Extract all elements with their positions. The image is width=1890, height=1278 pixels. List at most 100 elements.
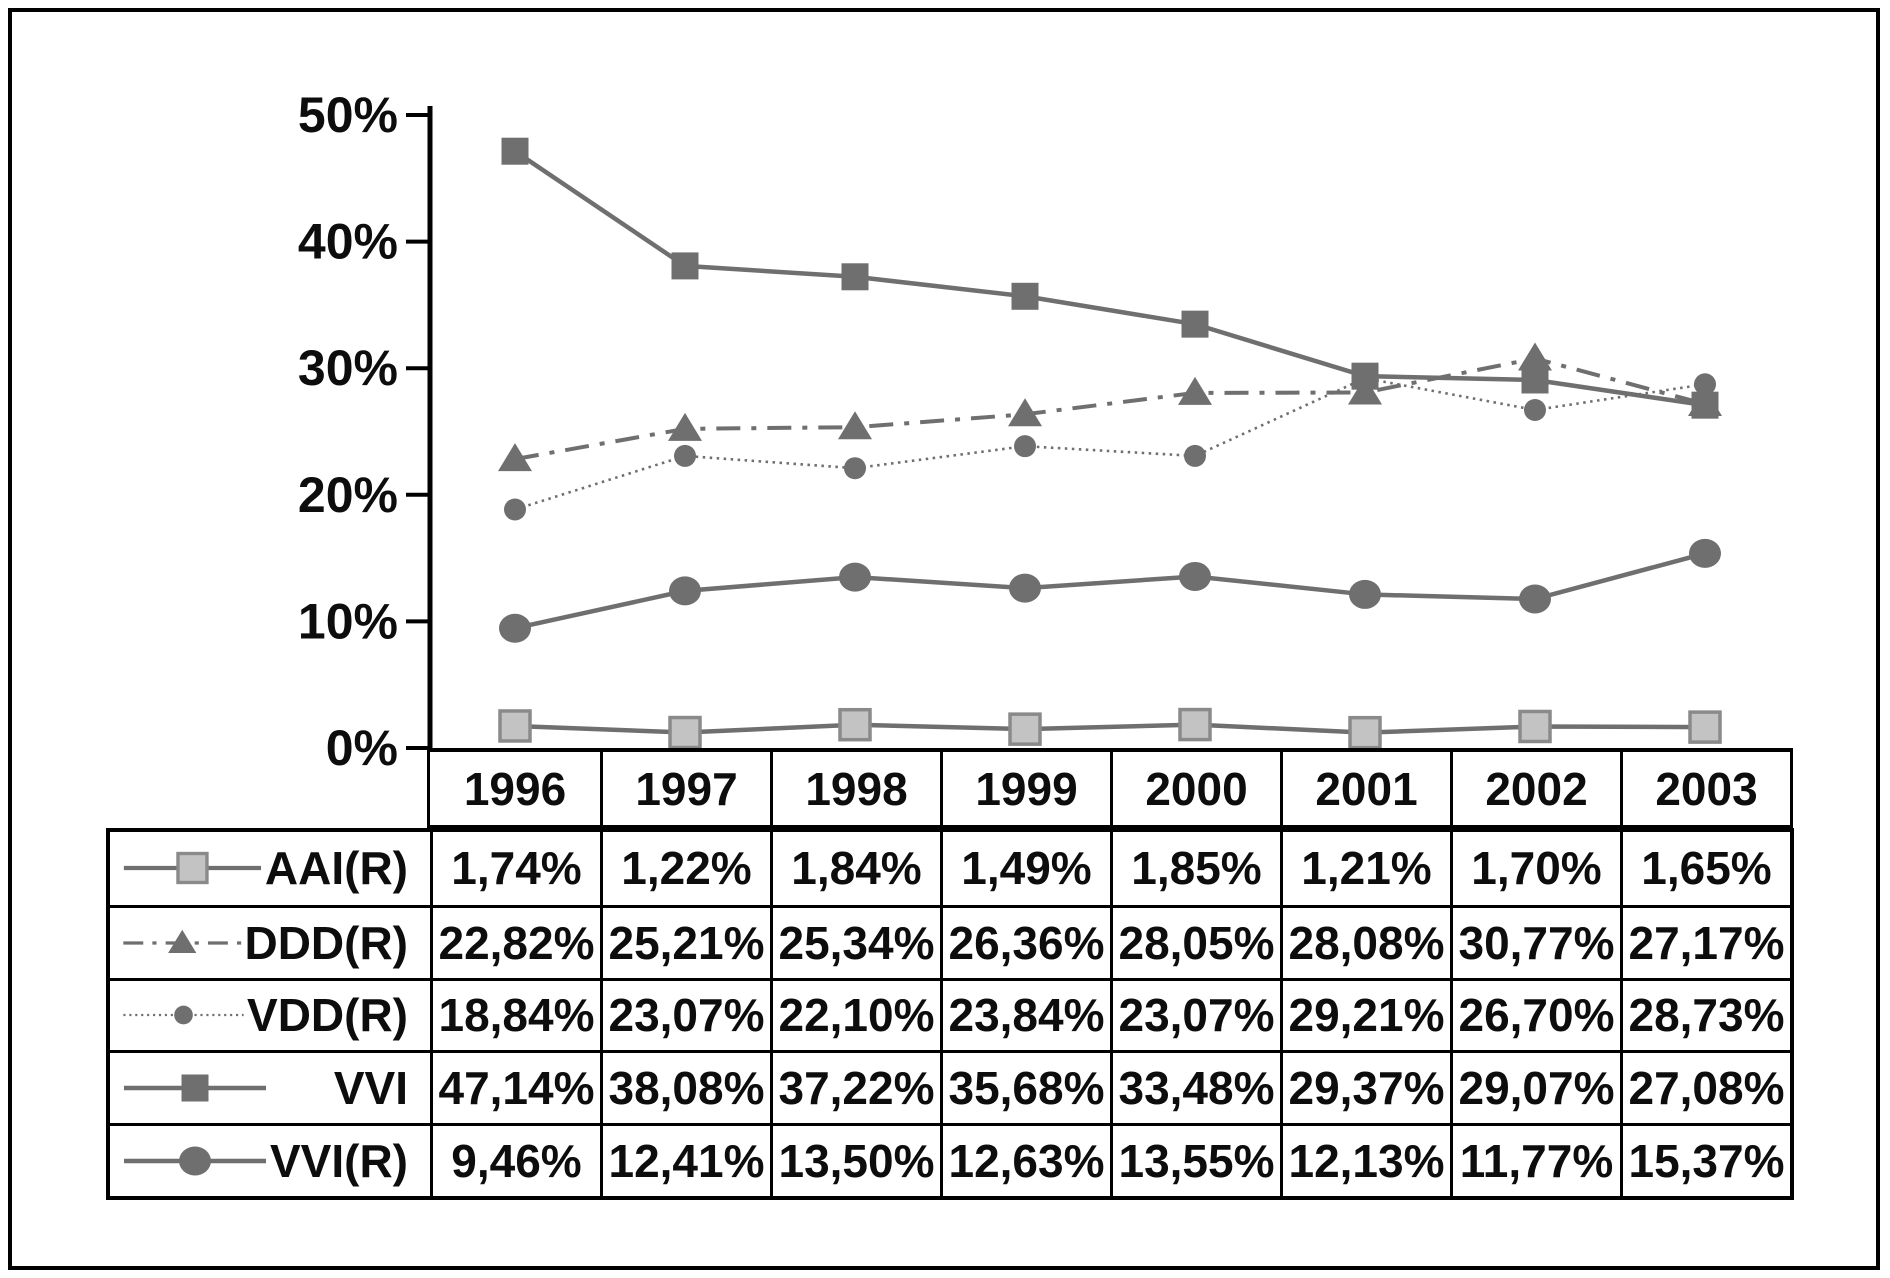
series-line-vvir [514,551,1706,631]
value-cell: 29,21% [1280,980,1450,1051]
legend-sample-marker [181,1074,209,1102]
value-cell: 35,68% [940,1053,1110,1124]
marker-aair [668,715,702,750]
marker-vddr [674,444,696,467]
y-axis-tick-label: 20% [298,467,398,523]
year-header-cell: 1999 [940,752,1110,825]
series-label: AAI(R) [264,842,408,895]
value-cell: 38,08% [600,1053,770,1124]
value-cell: 15,37% [1620,1126,1790,1196]
year-header-row: 1996 1997 1998 1999 2000 2001 2002 2003 [427,748,1793,828]
value-cell: 12,63% [940,1126,1110,1196]
marker-aair [838,707,872,742]
marker-vddr [504,498,526,521]
value-cell: 25,21% [600,907,770,978]
value-cell: 1,74% [430,832,600,905]
marker-vvi [841,263,869,291]
marker-vvir [669,576,701,606]
marker-dddr [498,443,532,472]
marker-vddr [1524,398,1546,421]
marker-dddr [1008,398,1042,427]
value-cell: 26,70% [1450,980,1620,1051]
value-cell: 23,07% [1110,980,1280,1051]
marker-aair [1518,709,1552,744]
marker-dddr [838,411,872,440]
year-header-cell: 2002 [1450,752,1620,825]
value-cell: 30,77% [1450,907,1620,978]
marker-vvi [501,137,529,165]
marker-dddr [1518,342,1552,371]
year-header-cell: 1997 [600,752,770,825]
value-cell: 1,65% [1620,832,1790,905]
marker-vvir [499,613,531,643]
figure-border [8,8,1880,1270]
value-cell: 25,34% [770,907,940,978]
marker-vddr [844,457,866,480]
value-cell: 13,50% [770,1126,940,1196]
value-cell: 11,77% [1450,1126,1620,1196]
marker-vvir [1519,584,1551,614]
value-cell: 27,08% [1620,1053,1790,1124]
value-cell: 26,36% [940,907,1110,978]
legend-line-sample [123,929,242,953]
legend-cell: VVI [110,1053,430,1123]
legend-line-sample [124,1074,266,1102]
marker-vvir [1349,579,1381,609]
y-axis-tick-label: 0% [326,720,398,776]
y-axis-tick-label: 10% [298,593,398,649]
y-axis-tick-label: 30% [298,340,398,396]
value-cell: 28,05% [1110,907,1280,978]
marker-vvir [1689,538,1721,568]
series-label: DDD(R) [244,916,408,969]
series-line-aair [514,722,1706,735]
value-cell: 28,08% [1280,907,1450,978]
year-header-cell: 2003 [1620,752,1790,825]
legend-sample-marker [168,929,197,953]
marker-vvi [1181,310,1209,338]
marker-dddr [1348,376,1382,405]
marker-vvir [839,562,871,592]
value-cell: 22,82% [430,907,600,978]
value-cell: 13,55% [1110,1126,1280,1196]
table-row: VDD(R) 18,84% 23,07% 22,10% 23,84% 23,07% 29,2… [110,977,1790,1051]
marker-aair [1348,715,1382,750]
year-header-cell: 1998 [770,752,940,825]
value-cell: 1,70% [1450,832,1620,905]
table-row: VVI 47,14% 38,08% 37,22% 35,68% 33,48% 29,37% 2… [110,1050,1790,1124]
value-cell: 28,73% [1620,980,1790,1051]
value-cell: 22,10% [770,980,940,1051]
legend-data-table: AAI(R) 1,74% 1,22% 1,84% 1,49% 1,85% 1,21% 1,70… [106,828,1794,1200]
year-header-cell: 2001 [1280,752,1450,825]
marker-vvir [1179,561,1211,591]
legend-sample-marker [176,852,209,885]
legend-cell: VVI(R) [110,1126,430,1196]
legend-line-sample [123,1006,244,1025]
marker-vddr [1014,435,1036,458]
value-cell: 23,07% [600,980,770,1051]
value-cell: 1,85% [1110,832,1280,905]
value-cell: 27,17% [1620,907,1790,978]
y-axis-tick-label: 40% [298,214,398,270]
series-label: VVI [333,1062,408,1115]
legend-cell: AAI(R) [110,832,430,905]
value-cell: 37,22% [770,1053,940,1124]
legend-sample-marker [179,1146,211,1176]
marker-vvi [671,252,699,280]
legend-line-sample [124,1146,266,1176]
marker-vvi [1521,366,1549,394]
value-cell: 29,37% [1280,1053,1450,1124]
value-cell: 9,46% [430,1126,600,1196]
marker-aair [1688,710,1722,744]
value-cell: 33,48% [1110,1053,1280,1124]
marker-vvir [1009,573,1041,603]
marker-vvi [1691,391,1719,419]
table-row: VVI(R) 9,46% 12,41% 13,50% 12,63% 13,55% 12,13… [110,1123,1790,1196]
value-cell: 18,84% [430,980,600,1051]
value-cell: 47,14% [430,1053,600,1124]
value-cell: 23,84% [940,980,1110,1051]
legend-cell: VDD(R) [110,981,430,1051]
marker-dddr [668,412,702,441]
legend-cell: DDD(R) [110,908,430,978]
value-cell: 1,84% [770,832,940,905]
table-row: DDD(R) 22,82% 25,21% 25,34% 26,36% 28,05% 28,0… [110,904,1790,978]
